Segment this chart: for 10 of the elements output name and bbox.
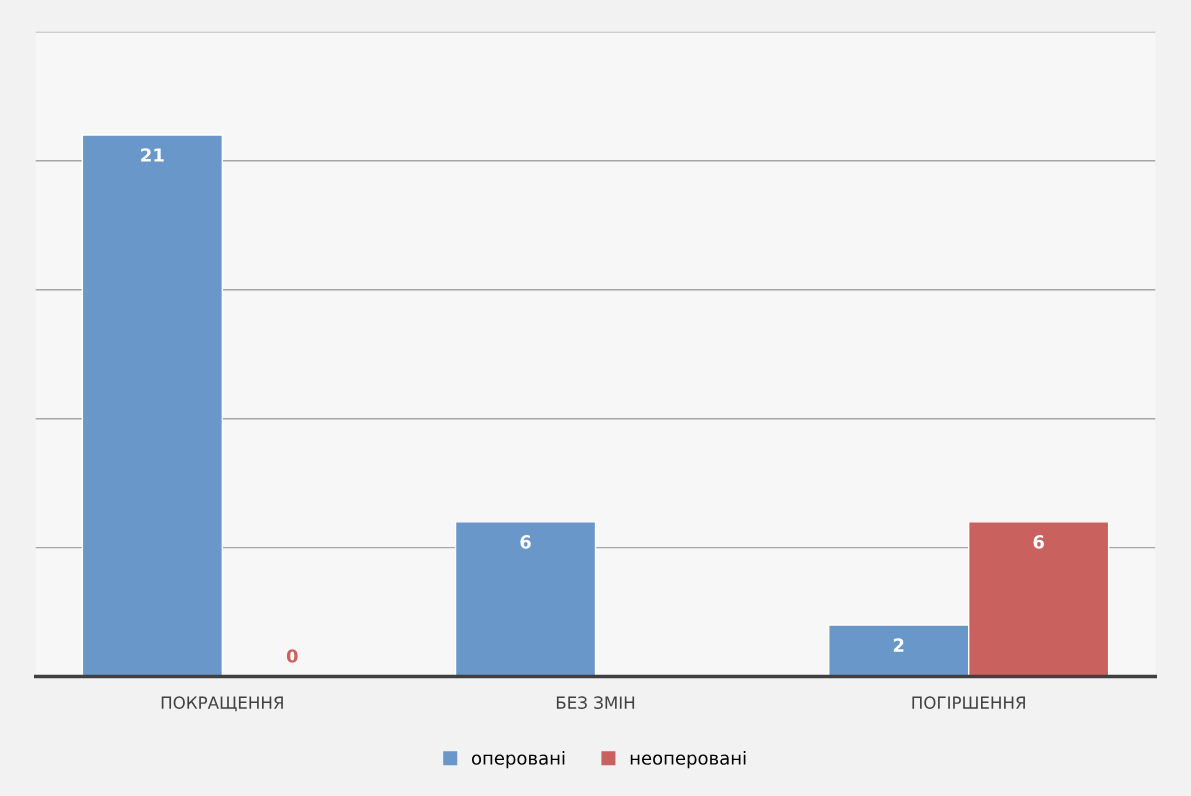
data-label: 6: [520, 535, 531, 549]
x-tick-label: ПОКРАЩЕННЯ: [161, 696, 283, 712]
legend-label: оперовані: [471, 750, 565, 769]
x-tick-label: БЕЗ ЗМІН: [556, 696, 635, 709]
data-label: 6: [1033, 535, 1044, 549]
data-label: 0: [286, 649, 298, 663]
data-label: 21: [141, 148, 164, 162]
legend-label: неоперовані: [630, 750, 746, 769]
data-label: 2: [893, 638, 904, 652]
x-tick-label: ПОГІРШЕННЯ: [912, 696, 1025, 709]
